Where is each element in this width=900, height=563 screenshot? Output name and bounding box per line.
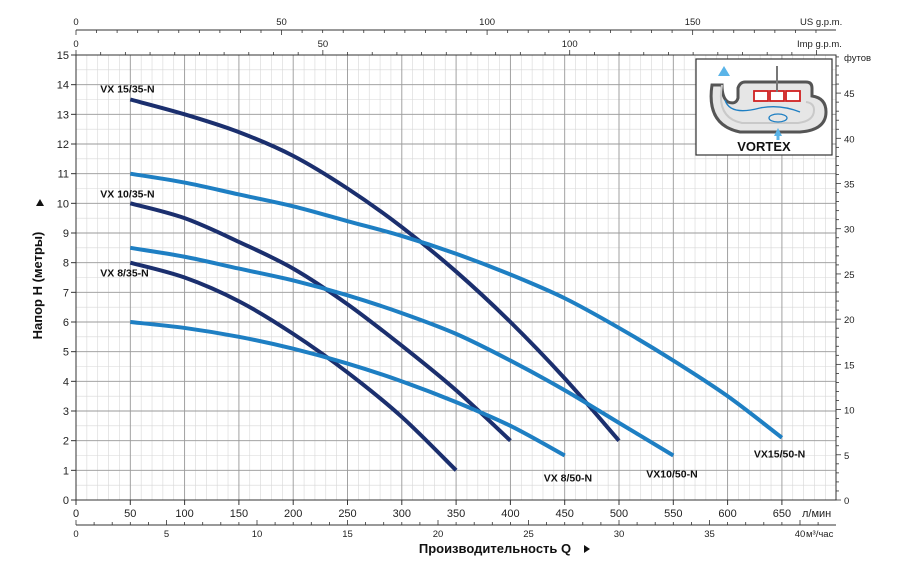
x-axis-title: Производительность Q [419,541,571,556]
x-tick-label: 500 [610,508,628,520]
y-tick-label: 0 [63,495,69,507]
y-tick-label: 3 [63,406,69,418]
feet-tick-label: 30 [844,225,855,236]
feet-tick-label: 0 [844,496,849,507]
series-line-vx-8-50-n [130,320,566,458]
imp-gpm-unit-label: Imp g.p.m. [797,39,842,50]
y-tick-label: 2 [63,436,69,448]
y-tick-label: 13 [57,109,69,121]
y-axis-arrow-icon [36,199,44,206]
m3h-tick-label: 25 [523,529,534,540]
y-tick-label: 1 [63,465,69,477]
x-tick-label: 550 [664,508,682,520]
x-tick-label: 0 [73,508,79,520]
m3h-tick-label: 15 [342,529,353,540]
m3h-tick-label: 5 [164,529,169,540]
y-tick-label: 14 [57,80,69,92]
series-line-vx15-50-n [129,171,784,440]
x-tick-label: 400 [501,508,519,520]
inset-label: VORTEX [737,139,791,154]
m3h-tick-label: 35 [704,529,715,540]
feet-tick-label: 20 [844,315,855,326]
series-label-vx-8-35-n: VX 8/35-N [100,268,148,280]
us-gpm-tick-label: 0 [73,17,78,28]
impeller-blade-icon [785,90,801,102]
feet-tick-label: 45 [844,89,855,100]
us-gpm-unit-label: US g.p.m. [800,17,842,28]
feet-tick-label: 40 [844,134,855,145]
feet-tick-label: 15 [844,360,855,371]
y-tick-label: 12 [57,139,69,151]
us-gpm-tick-label: 100 [479,17,495,28]
m3h-unit-label: м³/час [806,529,834,540]
y-tick-label: 15 [57,50,69,62]
x-tick-label: 250 [338,508,356,520]
m3h-tick-label: 20 [433,529,444,540]
x-tick-label: 200 [284,508,302,520]
x-unit-label: л/мин [802,508,831,520]
vortex-inset: VORTEX [695,58,833,156]
series-label-vx-10-35-n: VX 10/35-N [100,188,154,200]
y-tick-label: 5 [63,347,69,359]
inflow-arrow-icon [774,128,782,136]
us-gpm-tick-label: 150 [685,17,701,28]
series-line-vx-8-35-n [129,260,458,472]
y-tick-label: 10 [57,198,69,210]
m3h-tick-label: 10 [252,529,263,540]
x-tick-label: 300 [393,508,411,520]
x-tick-label: 350 [447,508,465,520]
y-axis-title: Напор H (метры) [30,232,45,340]
impeller-blade-icon [769,90,785,102]
series-label-vx15-50-n: VX15/50-N [754,449,805,461]
impeller-blade-icon [753,90,769,102]
y-tick-label: 11 [58,169,69,181]
y-tick-label: 9 [63,228,69,240]
m3h-tick-label: 40 [795,529,806,540]
m3h-tick-label: 0 [73,529,78,540]
feet-tick-label: 5 [844,451,849,462]
x-tick-label: 100 [175,508,193,520]
flow-swirl-icon [724,99,801,113]
y-tick-label: 6 [63,317,69,329]
feet-tick-label: 35 [844,180,855,191]
y-tick-label: 4 [63,376,69,388]
y-tick-label: 7 [63,287,69,299]
feet-unit-label: футов [844,53,871,64]
outflow-arrow-icon [718,66,730,76]
series-line-vx-15-35-n [129,97,621,442]
x-tick-label: 650 [773,508,791,520]
m3h-tick-label: 30 [614,529,625,540]
x-axis-arrow-icon [584,545,590,553]
us-gpm-tick-label: 50 [276,17,287,28]
y-tick-label: 8 [63,258,69,270]
feet-tick-label: 10 [844,406,855,417]
imp-gpm-tick-label: 0 [73,39,78,50]
x-tick-label: 150 [230,508,248,520]
x-tick-label: 450 [556,508,574,520]
volute-inner-icon [720,84,816,124]
x-tick-label: 50 [124,508,136,520]
imp-gpm-tick-label: 50 [318,39,329,50]
feet-tick-label: 25 [844,270,855,281]
series-line-vx10-50-n [129,245,675,458]
imp-gpm-tick-label: 100 [562,39,578,50]
series-label-vx-15-35-n: VX 15/35-N [100,84,154,96]
x-tick-label: 600 [718,508,736,520]
series-label-vx10-50-n: VX10/50-N [646,469,697,481]
vortex-swirl-icon [768,113,788,123]
series-label-vx-8-50-n: VX 8/50-N [544,473,592,485]
